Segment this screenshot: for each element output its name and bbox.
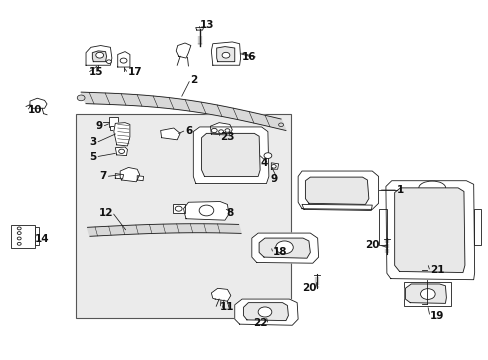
- Circle shape: [120, 58, 127, 63]
- Polygon shape: [160, 128, 180, 140]
- Polygon shape: [201, 134, 260, 176]
- Circle shape: [218, 130, 223, 134]
- Polygon shape: [394, 188, 464, 273]
- Circle shape: [275, 241, 293, 254]
- Text: 6: 6: [184, 126, 192, 135]
- Text: 15: 15: [88, 67, 103, 77]
- Polygon shape: [305, 177, 368, 204]
- Text: 10: 10: [27, 105, 42, 115]
- Text: 7: 7: [100, 171, 107, 181]
- Circle shape: [199, 205, 213, 216]
- Polygon shape: [114, 123, 130, 146]
- Text: 14: 14: [35, 234, 49, 244]
- Polygon shape: [302, 204, 371, 211]
- Polygon shape: [87, 224, 241, 236]
- Circle shape: [77, 95, 85, 101]
- Text: 21: 21: [429, 265, 444, 275]
- Circle shape: [17, 231, 21, 234]
- Circle shape: [96, 52, 103, 58]
- Polygon shape: [81, 92, 285, 131]
- Circle shape: [119, 149, 124, 153]
- Text: 12: 12: [98, 208, 113, 218]
- Bar: [11, 225, 35, 248]
- Polygon shape: [92, 51, 106, 62]
- Circle shape: [17, 242, 21, 245]
- Text: 4: 4: [260, 158, 267, 168]
- Circle shape: [420, 289, 434, 300]
- Circle shape: [278, 123, 283, 127]
- Bar: [76, 114, 290, 318]
- Circle shape: [17, 227, 21, 230]
- Bar: [35, 227, 39, 245]
- Text: 2: 2: [189, 75, 197, 85]
- Text: 20: 20: [365, 240, 379, 250]
- Text: 22: 22: [253, 319, 267, 328]
- Polygon shape: [211, 288, 230, 301]
- Text: 19: 19: [429, 311, 443, 320]
- Polygon shape: [118, 51, 130, 67]
- Circle shape: [106, 60, 111, 63]
- Polygon shape: [86, 45, 112, 65]
- Text: 9: 9: [96, 121, 103, 131]
- Circle shape: [264, 153, 271, 158]
- Bar: [109, 117, 118, 127]
- Polygon shape: [251, 233, 318, 263]
- Bar: [110, 126, 116, 130]
- Circle shape: [224, 129, 229, 132]
- Text: 20: 20: [302, 283, 316, 293]
- Bar: [404, 282, 450, 306]
- Polygon shape: [243, 303, 288, 320]
- Polygon shape: [211, 42, 240, 65]
- Text: 11: 11: [220, 302, 234, 312]
- Polygon shape: [234, 299, 298, 325]
- Polygon shape: [120, 167, 140, 182]
- Polygon shape: [137, 176, 143, 181]
- Circle shape: [211, 129, 217, 133]
- Bar: [473, 209, 480, 244]
- Text: 9: 9: [270, 174, 277, 184]
- Bar: [172, 204, 184, 213]
- Polygon shape: [210, 123, 232, 135]
- Text: 5: 5: [89, 152, 97, 162]
- Polygon shape: [216, 46, 234, 62]
- Polygon shape: [30, 98, 47, 108]
- Polygon shape: [193, 127, 268, 184]
- Polygon shape: [183, 202, 228, 220]
- Circle shape: [222, 52, 229, 58]
- Circle shape: [175, 206, 182, 211]
- Polygon shape: [298, 171, 378, 210]
- Polygon shape: [195, 28, 203, 30]
- Text: 13: 13: [199, 20, 214, 30]
- Text: 3: 3: [89, 138, 97, 147]
- Polygon shape: [115, 174, 123, 179]
- Text: 1: 1: [396, 185, 403, 195]
- Text: 8: 8: [226, 208, 233, 218]
- Polygon shape: [405, 284, 446, 303]
- Polygon shape: [385, 181, 474, 280]
- Circle shape: [258, 307, 271, 317]
- Text: 16: 16: [242, 52, 256, 62]
- Circle shape: [17, 237, 21, 240]
- Polygon shape: [115, 147, 127, 156]
- Polygon shape: [271, 163, 278, 169]
- Circle shape: [271, 165, 276, 168]
- Polygon shape: [176, 43, 190, 58]
- Text: 23: 23: [220, 132, 234, 142]
- Polygon shape: [259, 238, 310, 258]
- Bar: [378, 209, 386, 244]
- Text: 18: 18: [272, 247, 286, 257]
- Text: 17: 17: [127, 67, 142, 77]
